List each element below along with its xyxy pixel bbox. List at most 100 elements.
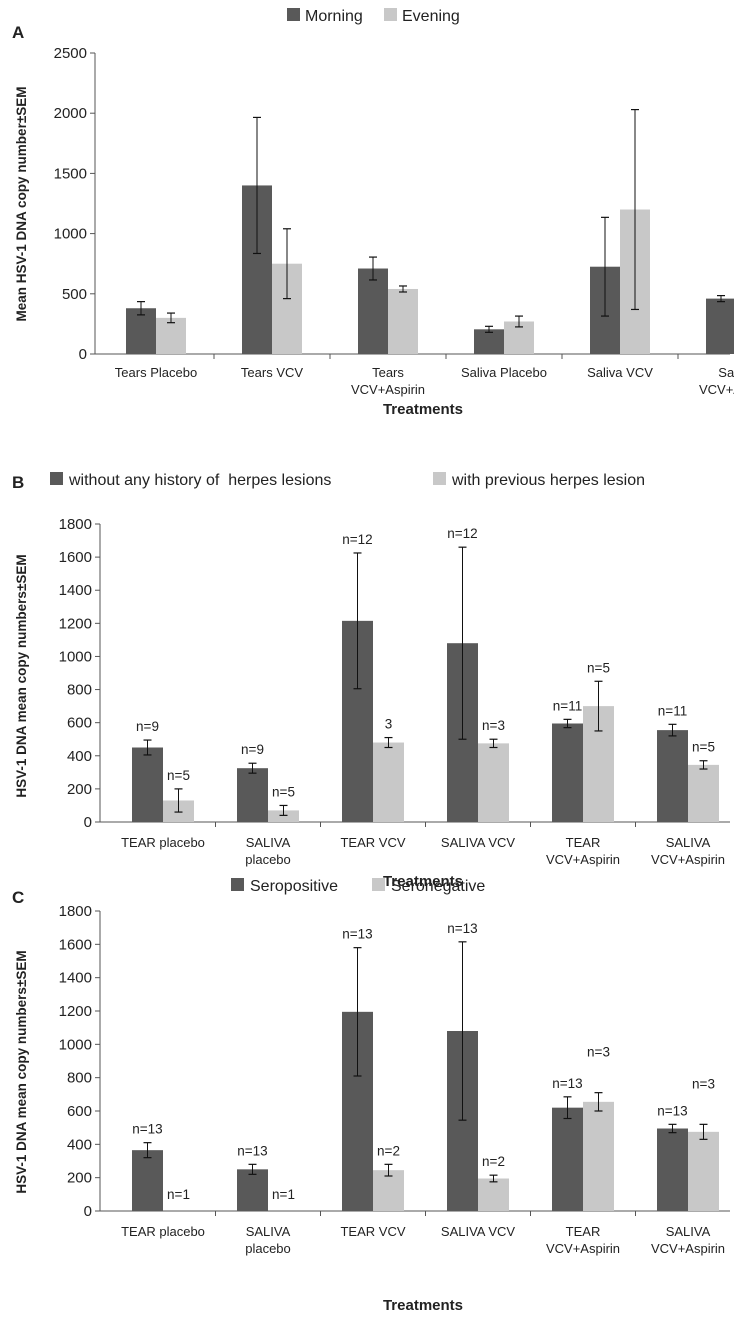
legend-swatch-without-history — [50, 472, 63, 485]
legend-label-without-history: without any history of herpes lesions — [68, 472, 331, 489]
y-tick-label: 0 — [79, 346, 87, 363]
bar — [657, 1128, 688, 1211]
category-label: placebo — [245, 1241, 291, 1256]
data-label: n=13 — [132, 1122, 162, 1137]
bar — [688, 764, 719, 822]
data-label: n=12 — [342, 532, 372, 547]
category-label: SALIVA — [246, 835, 291, 850]
category-label: SALIVA VCV — [441, 835, 516, 850]
category-label: VCV+Aspirin — [546, 852, 620, 867]
legend-label-morning: Morning — [305, 8, 363, 25]
data-label: n=1 — [167, 1187, 190, 1202]
y-tick-label: 400 — [67, 748, 92, 765]
bar — [156, 317, 186, 354]
y-tick-label: 1400 — [59, 970, 92, 987]
legend-label-previous-lesion: with previous herpes lesion — [451, 472, 645, 489]
data-label: n=9 — [136, 719, 159, 734]
bar — [132, 747, 163, 822]
data-label: n=13 — [237, 1143, 267, 1158]
legend-swatch-seronegative — [372, 878, 385, 891]
y-tick-label: 1200 — [59, 615, 92, 632]
y-tick-label: 1800 — [59, 903, 92, 920]
category-label: VCV+Aspirin — [699, 382, 734, 397]
panel-letter-a: A — [12, 23, 24, 42]
y-tick-label: 500 — [62, 286, 87, 303]
category-label: SALIVA VCV — [441, 1224, 516, 1239]
category-label: Tears — [372, 365, 404, 380]
y-tick-label: 2500 — [54, 45, 87, 62]
panel-letter-c: C — [12, 888, 24, 907]
category-label: TEAR placebo — [121, 835, 205, 850]
category-label: Tears Placebo — [115, 365, 197, 380]
category-label: SALIVA — [246, 1224, 291, 1239]
y-tick-label: 0 — [84, 1203, 92, 1220]
panel-letter-b: B — [12, 473, 24, 492]
x-axis-label-a: Treatments — [383, 401, 463, 418]
y-tick-label: 200 — [67, 781, 92, 798]
y-tick-label: 0 — [84, 814, 92, 831]
category-label: TEAR VCV — [340, 835, 405, 850]
y-tick-label: 1500 — [54, 165, 87, 182]
data-label: n=3 — [482, 718, 505, 733]
y-axis-label-a: Mean HSV-1 DNA copy number±SEM — [14, 87, 29, 322]
category-label: TEAR placebo — [121, 1224, 205, 1239]
legend-a: Morning Evening — [287, 8, 460, 25]
data-label: n=5 — [272, 784, 295, 799]
category-label: VCV+Aspirin — [651, 852, 725, 867]
bar — [474, 329, 504, 354]
y-tick-label: 2000 — [54, 105, 87, 122]
bar — [237, 768, 268, 822]
data-label: n=13 — [657, 1103, 687, 1118]
bar — [126, 308, 156, 354]
legend-b: without any history of herpes lesions wi… — [50, 472, 645, 489]
y-tick-label: 1400 — [59, 582, 92, 599]
bar — [688, 1131, 719, 1211]
data-label: n=5 — [692, 740, 715, 755]
data-label: n=3 — [692, 1076, 715, 1091]
y-tick-label: 1600 — [59, 549, 92, 566]
legend-c: Seropositive Seronegative — [231, 878, 485, 895]
bar — [268, 810, 299, 822]
legend-swatch-previous-lesion — [433, 472, 446, 485]
category-label: TEAR — [566, 1224, 601, 1239]
data-label: n=12 — [447, 526, 477, 541]
category-label: Tears VCV — [241, 365, 303, 380]
legend-label-seropositive: Seropositive — [250, 878, 338, 895]
y-tick-label: 1200 — [59, 1003, 92, 1020]
data-label: n=5 — [587, 660, 610, 675]
panel-c: C Seropositive Seronegative HSV-1 DNA me… — [12, 878, 730, 1314]
legend-label-evening: Evening — [402, 8, 460, 25]
y-tick-label: 1000 — [59, 648, 92, 665]
y-tick-label: 600 — [67, 715, 92, 732]
bar — [478, 743, 509, 822]
data-label: n=1 — [272, 1187, 295, 1202]
bar — [657, 730, 688, 822]
bar — [583, 1101, 614, 1211]
category-label: SALIVA — [666, 1224, 711, 1239]
plot-area-b: 0 200 400 600 800 1000 1200 1400 1600 1800 n=9 n=5 T… — [59, 516, 730, 867]
y-tick-label: 400 — [67, 1136, 92, 1153]
bar — [552, 1107, 583, 1211]
category-label: Saliva VCV — [587, 365, 653, 380]
category-label: VCV+Aspirin — [546, 1241, 620, 1256]
y-tick-label: 800 — [67, 682, 92, 699]
bar — [478, 1178, 509, 1211]
legend-swatch-seropositive — [231, 878, 244, 891]
panel-a: A Morning Evening Mean HSV-1 DNA copy nu… — [12, 8, 734, 418]
data-label: n=2 — [377, 1143, 400, 1158]
bar — [132, 1150, 163, 1211]
category-label: TEAR VCV — [340, 1224, 405, 1239]
legend-swatch-evening — [384, 8, 397, 21]
y-tick-label: 1000 — [59, 1036, 92, 1053]
bar — [388, 288, 418, 354]
data-label: 3 — [385, 717, 393, 732]
plot-area-a: 0 500 1000 1500 2000 2500 Tears Placebo Tears V… — [54, 45, 734, 397]
data-label: n=13 — [447, 921, 477, 936]
y-axis-label-b: HSV-1 DNA mean copy numbers±SEM — [14, 554, 29, 797]
data-label: n=2 — [482, 1154, 505, 1169]
data-label: n=13 — [552, 1076, 582, 1091]
data-label: n=11 — [658, 703, 687, 718]
bar — [706, 298, 734, 354]
x-axis-label-c: Treatments — [383, 1297, 463, 1314]
